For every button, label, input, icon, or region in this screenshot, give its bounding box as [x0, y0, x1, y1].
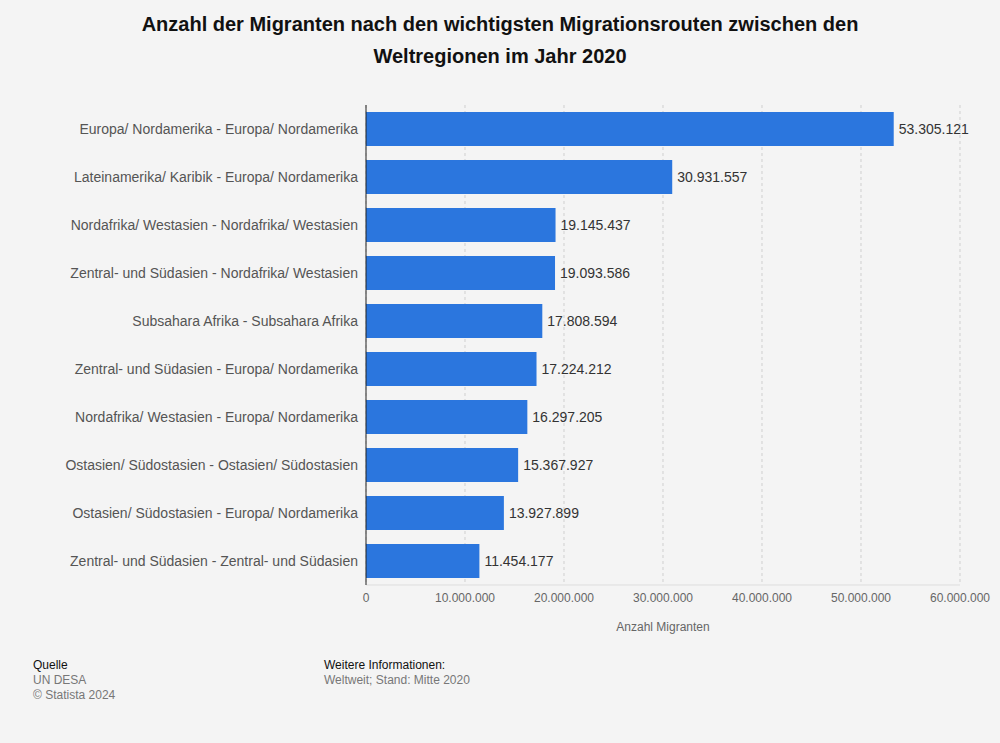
svg-text:11.454.177: 11.454.177	[484, 553, 553, 569]
html-text:Weltweit; Stand: Mitte 2020: Weltweit; Stand: Mitte 2020	[324, 673, 470, 687]
svg-text:50.000.000: 50.000.000	[831, 591, 891, 605]
html-text:UN DESA: UN DESA	[33, 673, 87, 687]
svg-text:Ostasien/ Südostasien - Europa: Ostasien/ Südostasien - Europa/ Nordamer…	[72, 505, 358, 521]
svg-text:60.000.000: 60.000.000	[930, 591, 990, 605]
svg-text:Zentral- und Südasien - Zentra: Zentral- und Südasien - Zentral- und Süd…	[70, 553, 358, 569]
svg-text:10.000.000: 10.000.000	[435, 591, 495, 605]
html-text:Quelle: Quelle	[33, 658, 68, 672]
svg-text:Europa/ Nordamerika - Europa/: Europa/ Nordamerika - Europa/ Nordamerik…	[79, 121, 358, 137]
svg-text:Nordafrika/ Westasien - Europa: Nordafrika/ Westasien - Europa/ Nordamer…	[75, 409, 358, 425]
svg-text:15.367.927: 15.367.927	[523, 457, 593, 473]
svg-text:Subsahara Afrika - Subsahara A: Subsahara Afrika - Subsahara Afrika	[132, 313, 358, 329]
svg-text:30.000.000: 30.000.000	[633, 591, 693, 605]
svg-text:40.000.000: 40.000.000	[732, 591, 792, 605]
svg-text:19.145.437: 19.145.437	[561, 217, 631, 233]
svg-text:53.305.121: 53.305.121	[899, 121, 969, 137]
html-text:Weitere Informationen:: Weitere Informationen:	[324, 658, 446, 672]
svg-text:Anzahl Migranten: Anzahl Migranten	[616, 620, 709, 634]
svg-text:17.808.594: 17.808.594	[547, 313, 617, 329]
svg-text:19.093.586: 19.093.586	[560, 265, 630, 281]
svg-text:16.297.205: 16.297.205	[532, 409, 602, 425]
svg-text:30.931.557: 30.931.557	[677, 169, 747, 185]
svg-text:13.927.899: 13.927.899	[509, 505, 579, 521]
html-text:Anzahl der Migranten nach den: Anzahl der Migranten nach den wichtigste…	[141, 13, 859, 67]
html-text:© Statista 2024: © Statista 2024	[33, 688, 116, 702]
svg-text:Zentral- und Südasien - Nordaf: Zentral- und Südasien - Nordafrika/ West…	[70, 265, 358, 281]
svg-text:Nordafrika/ Westasien - Nordaf: Nordafrika/ Westasien - Nordafrika/ West…	[71, 217, 358, 233]
svg-text:20.000.000: 20.000.000	[534, 591, 594, 605]
svg-text:Lateinamerika/ Karibik - Europ: Lateinamerika/ Karibik - Europa/ Nordame…	[74, 169, 358, 185]
svg-text:17.224.212: 17.224.212	[542, 361, 612, 377]
svg-text:Zentral- und Südasien - Europa: Zentral- und Südasien - Europa/ Nordamer…	[75, 361, 358, 377]
svg-text:Ostasien/ Südostasien - Ostasi: Ostasien/ Südostasien - Ostasien/ Südost…	[65, 457, 358, 473]
svg-text:0: 0	[363, 591, 370, 605]
